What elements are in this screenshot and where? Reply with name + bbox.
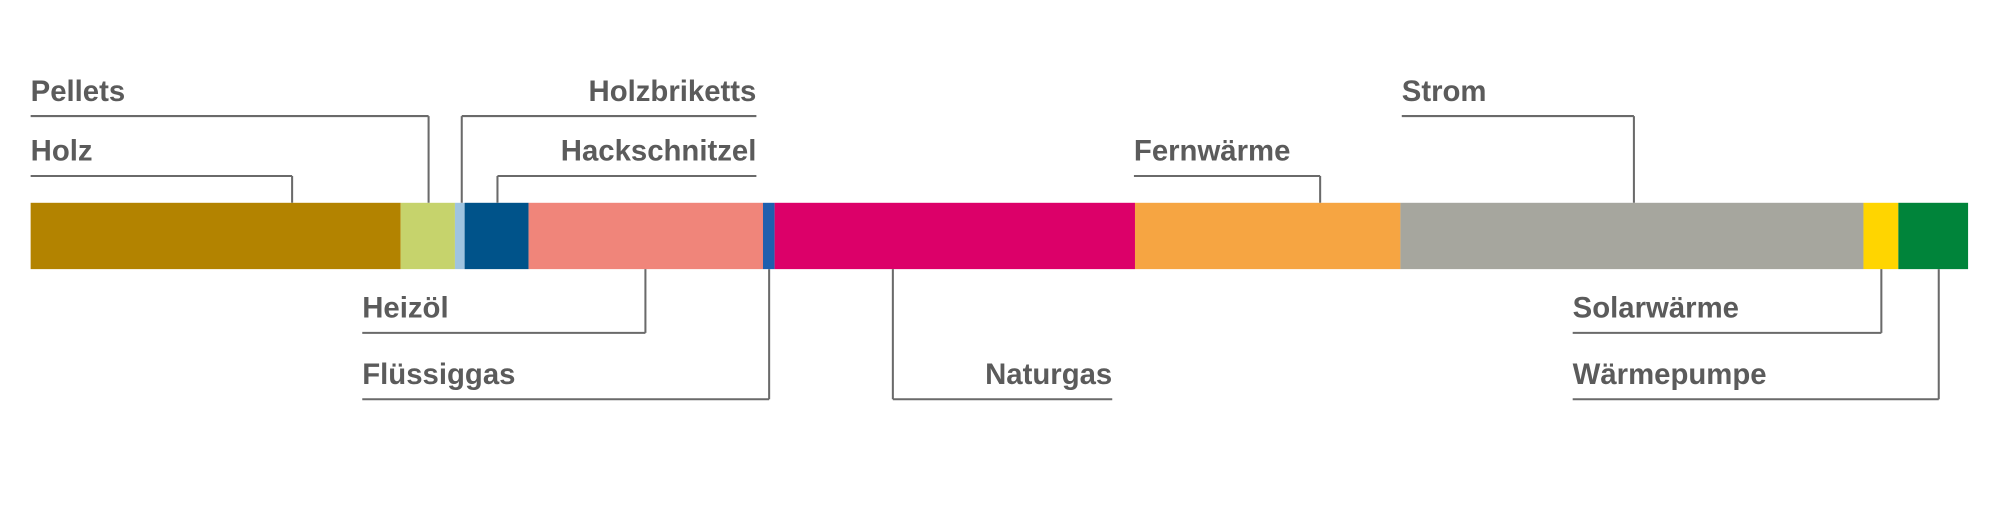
segment-label: Heizöl — [362, 292, 448, 325]
segment-label: Strom — [1402, 75, 1487, 108]
bar-segment — [1134, 202, 1401, 270]
leader-line — [496, 174, 757, 203]
segment-label: Flüssiggas — [362, 358, 515, 391]
bar-segment — [1898, 202, 1969, 270]
leader-line — [1401, 115, 1635, 203]
segment-label: Holz — [31, 135, 93, 168]
leader-line — [1572, 269, 1940, 401]
bar-segment — [1863, 202, 1899, 270]
leader-line — [1133, 174, 1322, 203]
segment-label: Fernwärme — [1134, 135, 1290, 168]
bar-segment — [1400, 202, 1864, 270]
leader-line — [30, 174, 294, 203]
leader-line — [30, 115, 430, 203]
segment-label: Wärmepumpe — [1573, 358, 1767, 391]
bar-segment — [464, 202, 529, 270]
segment-label: Naturgas — [985, 358, 1112, 391]
bar-segment — [528, 202, 763, 270]
segment-label: Solarwärme — [1573, 292, 1739, 325]
segment-label: Pellets — [31, 75, 126, 108]
leader-line — [460, 115, 757, 203]
leader-line — [1572, 269, 1883, 334]
segment-label: Holzbriketts — [589, 75, 757, 108]
segment-label: Hackschnitzel — [561, 135, 757, 168]
bar-segment — [30, 202, 401, 270]
bar-segment — [400, 202, 455, 270]
leader-line — [891, 269, 1113, 401]
bar-segment — [774, 202, 1135, 270]
leader-line — [362, 269, 771, 401]
leader-line — [362, 269, 647, 334]
bar-segment — [454, 202, 465, 270]
bar-segment — [762, 202, 775, 270]
